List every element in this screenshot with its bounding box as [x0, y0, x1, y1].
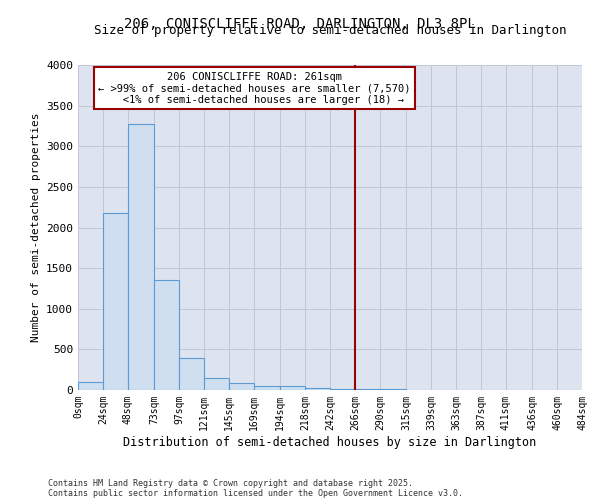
Bar	[179, 358, 204, 390]
Bar	[254, 386, 280, 390]
Bar	[128, 124, 154, 390]
Bar	[330, 389, 355, 390]
Bar	[204, 378, 229, 390]
Bar	[103, 214, 128, 390]
Bar	[154, 280, 179, 390]
Bar	[305, 388, 330, 390]
Bar	[355, 389, 380, 390]
Bar	[280, 386, 305, 390]
Title: Size of property relative to semi-detached houses in Darlington: Size of property relative to semi-detach…	[94, 24, 566, 38]
Text: Contains HM Land Registry data © Crown copyright and database right 2025.: Contains HM Land Registry data © Crown c…	[48, 478, 413, 488]
Text: 206 CONISCLIFFE ROAD: 261sqm
← >99% of semi-detached houses are smaller (7,570)
: 206 CONISCLIFFE ROAD: 261sqm ← >99% of s…	[98, 72, 410, 104]
Y-axis label: Number of semi-detached properties: Number of semi-detached properties	[31, 113, 41, 342]
Bar	[229, 382, 254, 390]
Text: Contains public sector information licensed under the Open Government Licence v3: Contains public sector information licen…	[48, 488, 463, 498]
Text: 206, CONISCLIFFE ROAD, DARLINGTON, DL3 8PL: 206, CONISCLIFFE ROAD, DARLINGTON, DL3 8…	[124, 18, 476, 32]
Bar	[78, 382, 103, 390]
X-axis label: Distribution of semi-detached houses by size in Darlington: Distribution of semi-detached houses by …	[124, 436, 536, 448]
